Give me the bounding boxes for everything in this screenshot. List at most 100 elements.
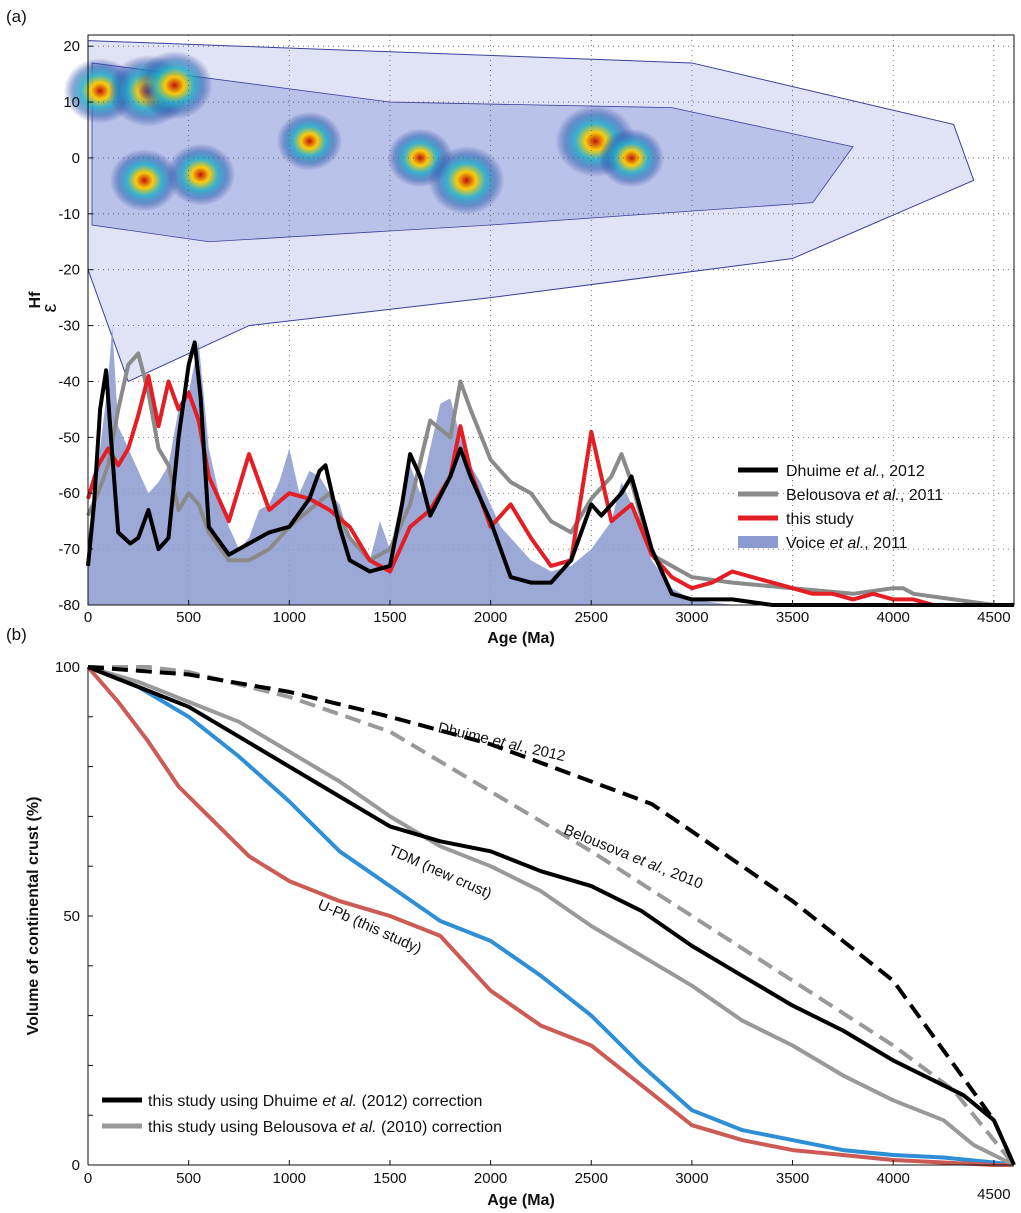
- density-contours: [63, 40, 975, 383]
- x-tick-label: 1500: [373, 609, 406, 626]
- series-tdm-new-crust: [87, 665, 1015, 1167]
- curve-label-dhuime-2012: Dhuime et al., 2012: [436, 719, 567, 765]
- x-tick-label: 4000: [877, 1170, 910, 1187]
- panel-a: (a) 0 500 1000 1500 2000 2500 3000 3500 4000 4500…: [6, 7, 1015, 647]
- label-part: U-Pb (this study): [315, 896, 424, 957]
- y-tick-label: -60: [58, 485, 80, 502]
- legend-label: this study using Dhuime et al. (2012) co…: [148, 1093, 482, 1110]
- y-axis-label: Hf: [27, 291, 44, 309]
- x-tick-label: 2000: [474, 609, 507, 626]
- y-tick-label: -50: [58, 429, 80, 446]
- label-part: this study using Belousova: [148, 1119, 342, 1136]
- label-part: this study using Dhuime: [148, 1093, 322, 1110]
- density-hotspot: [109, 149, 179, 212]
- label-part: Belousova: [786, 487, 865, 504]
- label-part: , 2011: [864, 535, 907, 552]
- x-axis-label: Age (Ma): [487, 1192, 555, 1209]
- x-tick-label: 3500: [776, 609, 809, 626]
- x-axis-ticks: 0 500 1000 1500 2000 2500 3000 3500 4000 4500: [84, 1160, 1011, 1203]
- y-tick-label: -40: [58, 373, 80, 390]
- x-tick-label: 4500: [977, 1186, 1010, 1203]
- x-axis-ticks: 0 500 1000 1500 2000 2500 3000 3500 4000 4500: [84, 600, 1011, 626]
- x-tick-label: 2500: [575, 1170, 608, 1187]
- label-part: et al.: [342, 1119, 377, 1136]
- y-axis-ticks: 0 50 100: [55, 659, 93, 1174]
- legend: this study using Dhuime et al. (2012) co…: [102, 1093, 502, 1136]
- label-part: this study: [786, 511, 854, 528]
- legend-label: this study using Belousova et al. (2010)…: [148, 1119, 502, 1136]
- label-part: et al.: [322, 1093, 357, 1110]
- y-tick-label: 100: [55, 659, 80, 676]
- density-hotspot: [428, 145, 505, 215]
- y-tick-label: -30: [58, 318, 80, 335]
- x-tick-label: 0: [84, 609, 92, 626]
- legend-label: Voice et al., 2011: [786, 535, 908, 552]
- x-tick-label: 4000: [877, 609, 910, 626]
- density-hotspot: [166, 143, 236, 206]
- panel-b: (b) 0 500 1000 1500 2000 2500 3000 3500 40004500…: [6, 625, 1016, 1209]
- label-part: , 2012: [880, 463, 925, 480]
- series-lines: [86, 325, 1014, 607]
- x-tick-label: 2500: [575, 609, 608, 626]
- density-hotspot: [276, 111, 343, 171]
- panel-b-label: (b): [6, 625, 27, 644]
- label-part: et al.: [865, 487, 900, 504]
- y-tick-label: 0: [72, 150, 80, 167]
- label-part: Voice: [786, 535, 830, 552]
- plot-frame: [87, 34, 1015, 606]
- y-tick-label: 50: [63, 908, 80, 925]
- legend-label: this study: [786, 511, 854, 528]
- label-part: (2010) correction: [377, 1119, 502, 1136]
- x-tick-label: 4500: [977, 609, 1010, 626]
- x-tick-label: 2000: [474, 1170, 507, 1187]
- series-line-1: [86, 351, 1014, 607]
- series-this-study-dhuime-correction: [87, 665, 1016, 1166]
- legend-label: Dhuime et al., 2012: [786, 463, 925, 480]
- label-part: et al.: [830, 535, 865, 552]
- x-tick-label: 500: [176, 609, 201, 626]
- series-this-study-belousova-correction: [87, 665, 1015, 1167]
- y-tick-label: -20: [58, 262, 80, 279]
- x-axis-label: Age (Ma): [487, 630, 555, 647]
- panel-a-label: (a): [6, 7, 27, 26]
- x-tick-label: 500: [176, 1170, 201, 1187]
- label-part: et al.: [846, 463, 881, 480]
- label-part: , 2010: [660, 861, 705, 892]
- gridlines: [88, 35, 1014, 606]
- label-part: , 2012: [523, 739, 567, 765]
- series-line-0: [86, 340, 1014, 607]
- legend-swatch: [738, 536, 778, 548]
- x-tick-label: 0: [84, 1170, 92, 1187]
- series-belousova-2010: [88, 665, 1016, 1167]
- legend-label: Belousova et al., 2011: [786, 487, 943, 504]
- x-tick-label: 1500: [373, 1170, 406, 1187]
- y-tick-label: -70: [58, 541, 80, 558]
- y-tick-label: 0: [72, 1157, 80, 1174]
- x-tick-label: 1000: [273, 609, 306, 626]
- y-axis-label-prefix: ε: [39, 303, 61, 312]
- x-tick-label: 3000: [675, 609, 708, 626]
- label-part: et al.: [491, 732, 527, 756]
- density-hotspot: [136, 50, 213, 120]
- label-part: , 2011: [900, 487, 943, 504]
- x-tick-label: 3000: [675, 1170, 708, 1187]
- series-voice-2011-area: [88, 325, 1014, 605]
- y-axis-ticks: 20 10 0 -10 -20 -30 -40 -50 -60 -70 -80: [58, 38, 93, 614]
- series-u-pb-this-study: [86, 665, 1014, 1167]
- y-tick-label: 10: [63, 94, 80, 111]
- y-axis-label: Volume of continental crust (%): [25, 797, 42, 1036]
- curve-label-u-pb-this-study: U-Pb (this study): [315, 896, 424, 957]
- label-part: Dhuime: [436, 719, 494, 748]
- y-tick-label: 20: [63, 38, 80, 55]
- x-tick-label: 3500: [776, 1170, 809, 1187]
- y-tick-label: -10: [58, 206, 80, 223]
- series-lines: [86, 665, 1016, 1167]
- density-hotspot: [598, 128, 665, 188]
- x-tick-label: 1000: [273, 1170, 306, 1187]
- y-tick-label: -80: [58, 597, 80, 614]
- label-part: (2012) correction: [357, 1093, 482, 1110]
- label-part: Dhuime: [786, 463, 846, 480]
